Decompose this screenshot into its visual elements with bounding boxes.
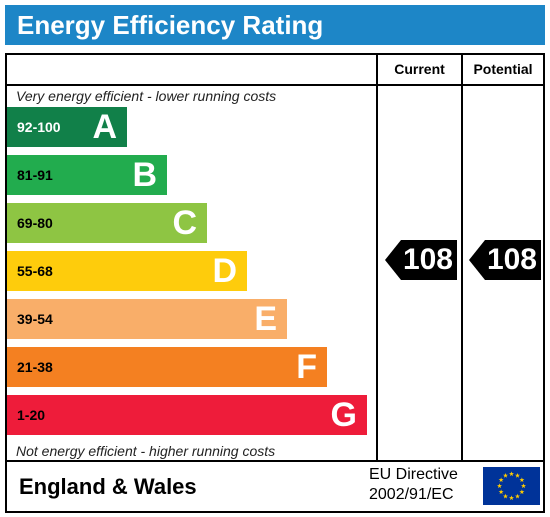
current-column-header: Current	[394, 61, 445, 77]
flag-star	[498, 477, 504, 483]
flag-star	[515, 493, 520, 499]
potential-rating-arrow: 108	[469, 240, 541, 280]
eu-flag-icon	[483, 467, 540, 505]
potential-column-header: Potential	[473, 61, 533, 77]
flag-star	[521, 483, 526, 489]
band-letter: D	[212, 252, 237, 290]
potential-rating-value: 108	[486, 243, 537, 276]
flag-star	[509, 495, 514, 501]
inefficient-note: Not energy efficient - higher running co…	[16, 443, 276, 459]
flag-star	[503, 473, 508, 478]
band-letter: A	[92, 108, 117, 146]
directive-line-2: 2002/91/EC	[369, 486, 454, 503]
eu-directive: EU Directive 2002/91/EC	[369, 465, 458, 505]
potential-arrow-shape	[469, 240, 541, 280]
flag-star	[503, 493, 508, 499]
band-letter: F	[296, 348, 317, 386]
band-range-label: 1-20	[17, 407, 46, 423]
band-range-label: 69-80	[17, 215, 53, 231]
band-range-label: 21-38	[17, 359, 53, 375]
header-divider	[7, 84, 543, 86]
flag-star	[498, 489, 504, 495]
current-rating-arrow: 108	[385, 240, 457, 280]
column-divider-current	[376, 55, 378, 460]
band-g: 1-20 G	[7, 395, 367, 435]
footer: England & Wales EU Directive 2002/91/EC	[5, 462, 545, 513]
flag-star	[515, 473, 520, 478]
band-a: 92-100 A	[7, 107, 127, 147]
band-range-label: 39-54	[17, 311, 53, 327]
band-letter: G	[330, 396, 357, 434]
band-letter: B	[132, 156, 157, 194]
band-range-label: 92-100	[17, 119, 61, 135]
flag-star	[519, 477, 525, 483]
directive-line-1: EU Directive	[369, 466, 458, 483]
page-title: Energy Efficiency Rating	[5, 5, 545, 45]
flag-star	[509, 471, 514, 477]
band-e: 39-54 E	[7, 299, 287, 339]
region-label: England & Wales	[19, 474, 197, 499]
band-range-label: 81-91	[17, 167, 53, 183]
column-divider-potential	[461, 55, 463, 460]
band-c: 69-80 C	[7, 203, 207, 243]
flag-star	[497, 483, 502, 489]
band-letter: C	[172, 204, 197, 242]
band-f: 21-38 F	[7, 347, 327, 387]
band-range-label: 55-68	[17, 263, 53, 279]
current-rating-value: 108	[402, 243, 453, 276]
band-letter: E	[254, 300, 277, 338]
flag-star	[519, 489, 525, 495]
eu-flag-stars	[497, 471, 526, 501]
current-arrow-shape	[385, 240, 457, 280]
band-d: 55-68 D	[7, 251, 247, 291]
band-b: 81-91 B	[7, 155, 167, 195]
rating-chart: Current Potential Very energy efficient …	[5, 53, 545, 462]
efficient-note: Very energy efficient - lower running co…	[16, 88, 277, 104]
